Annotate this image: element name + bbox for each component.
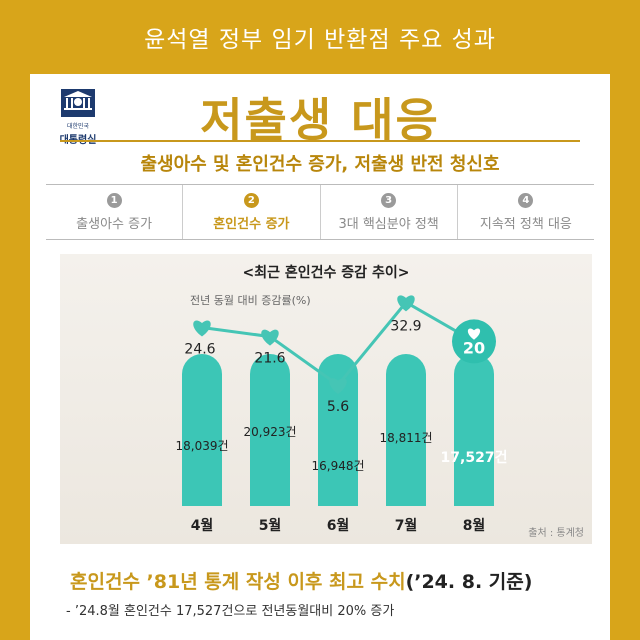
line-value-label-4: 20 [463,338,485,357]
footer-detail: - ’24.8월 혼인건수 17,527건으로 전년동월대비 20% 증가 [66,604,395,619]
chart-svg: 24.6 21.6 5.6 32.9 20 18,039건 20,923건 16,948건 18… [175,295,508,534]
tab-label: 출생아수 증가 [76,216,153,232]
section-tabs: 1 출생아수 증가 2 혼인건수 증가 3 3대 핵심분야 정책 4 지속적 정… [46,184,594,240]
bar-value-label-2: 16,948건 [311,459,364,473]
bar-0 [182,354,222,506]
tab-number-badge: 3 [381,192,397,208]
line-value-label-0: 24.6 [184,341,215,357]
presidential-emblem-icon [61,89,95,117]
marriage-trend-chart: 24.6 21.6 5.6 32.9 20 18,039건 20,923건 16,948건 18… [60,254,592,544]
bar-1 [250,354,290,506]
chart-title: <최근 혼인건수 증감 추이> [242,265,410,281]
line-point-0 [193,320,211,337]
bar-value-label-4: 17,527건 [441,449,508,466]
category-label-0: 4월 [191,517,214,534]
footer-headline: 혼인건수 ’81년 통계 작성 이후 최고 수치(’24. 8. 기준) [70,567,532,594]
category-label-2: 6월 [327,517,350,534]
headline-reference: (’24. 8. 기준) [405,571,533,593]
line-value-label-3: 32.9 [390,318,421,334]
tab-number-badge: 4 [518,192,534,208]
bar-3 [386,354,426,506]
bar-value-label-3: 18,811건 [379,431,432,445]
main-title: 저출생 대응 [200,93,440,147]
line-value-label-1: 21.6 [254,351,285,367]
line-value-label-2: 5.6 [327,399,349,415]
bar-value-label-1: 20,923건 [243,425,296,439]
highlight-marker-circle [452,319,496,364]
tab-number-badge: 1 [106,192,122,208]
bar-base-0 [182,486,222,506]
headline-text: 혼인건수 ’81년 통계 작성 이후 최고 수치 [70,571,406,593]
tab-number-badge: 2 [243,192,259,208]
content-card: 대한민국 대통령실 저출생 대응 출생아수 및 혼인건수 증가, 저출생 반전 … [30,74,610,640]
logo-small-text: 대한민국 [66,123,90,130]
category-label-4: 8월 [463,517,486,534]
line-point-2 [329,378,347,395]
tab-birth-increase[interactable]: 1 출생아수 증가 [46,185,184,239]
highlight-heart-icon [467,328,481,340]
chart-source: 출처 : 통계청 [528,528,584,539]
tab-core-policies[interactable]: 3 3대 핵심분야 정책 [321,185,458,239]
tab-label: 3대 핵심분야 정책 [338,216,439,232]
bar-base-4 [454,486,494,506]
bar-value-label-0: 18,039건 [175,439,228,453]
bar-base-2 [318,486,358,506]
bar-base-3 [386,486,426,506]
subtitle: 출생아수 및 혼인건수 증가, 저출생 반전 청신호 [140,154,500,175]
line-point-1 [261,329,279,346]
title-divider [60,140,580,142]
tab-label: 지속적 정책 대응 [479,216,572,232]
bar-2 [318,354,358,506]
page-header-title: 윤석열 정부 임기 반환점 주요 성과 [144,27,496,53]
line-point-3 [397,295,415,312]
category-label-3: 7월 [395,517,418,534]
chart-line-label: 전년 동월 대비 증감률(%) [190,294,311,307]
tab-marriage-increase[interactable]: 2 혼인건수 증가 [183,185,321,239]
tab-label: 혼인건수 증가 [213,216,290,232]
bar-base-1 [250,486,290,506]
tab-continuous-response[interactable]: 4 지속적 정책 대응 [458,185,594,239]
category-label-1: 5월 [259,517,282,534]
bar-4 [454,354,494,506]
